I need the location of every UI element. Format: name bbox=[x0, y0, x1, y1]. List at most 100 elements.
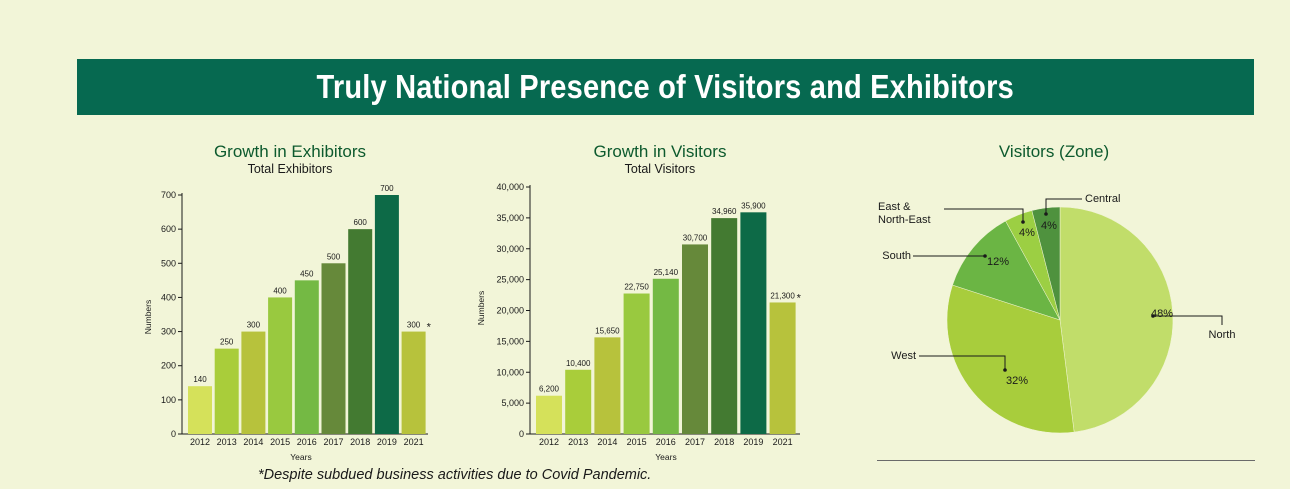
pie-legend-label-central: Central bbox=[1085, 193, 1120, 205]
visitors-bar-value-label: 22,750 bbox=[624, 283, 649, 292]
exhibitors-y-tick-label: 700 bbox=[161, 190, 176, 200]
pie-leader-dot-west bbox=[1003, 368, 1007, 372]
exhibitors-x-tick-label: 2012 bbox=[190, 437, 210, 447]
visitors-bar-value-label: 35,900 bbox=[741, 201, 766, 210]
visitors-x-tick-label: 2016 bbox=[656, 437, 676, 447]
exhibitors-y-tick-label: 0 bbox=[171, 429, 176, 439]
visitors-bar-value-label: 21,300 bbox=[770, 291, 795, 300]
exhibitors-x-tick-label: 2021 bbox=[404, 437, 424, 447]
exhibitors-bar bbox=[348, 229, 373, 434]
exhibitors-y-tick-label: 200 bbox=[161, 361, 176, 371]
exhibitors-x-tick-label: 2019 bbox=[377, 437, 397, 447]
visitors-x-tick-label: 2019 bbox=[743, 437, 763, 447]
exhibitors-bar-value-label: 400 bbox=[273, 286, 287, 295]
visitors-y-tick-label: 25,000 bbox=[496, 275, 524, 285]
visitors-y-tick-label: 20,000 bbox=[496, 306, 524, 316]
visitors-bar-value-label: 6,200 bbox=[539, 385, 560, 394]
visitors-bar bbox=[769, 302, 796, 434]
exhibitors-bar bbox=[374, 195, 399, 434]
visitors-bar bbox=[536, 395, 562, 434]
exhibitors-x-tick-label: 2018 bbox=[350, 437, 370, 447]
pie-leader-line-north bbox=[1153, 315, 1223, 325]
visitors-bar-value-label: 25,140 bbox=[654, 268, 679, 277]
exhibitors-y-tick-label: 300 bbox=[161, 327, 176, 337]
pie-leader-dot-central bbox=[1044, 212, 1048, 216]
visitors-y-tick-label: 15,000 bbox=[496, 336, 524, 346]
exhibitors-y-tick-label: 500 bbox=[161, 258, 176, 268]
pie-legend-label-north: North bbox=[1209, 329, 1236, 341]
visitors-y-tick-label: 35,000 bbox=[496, 213, 524, 223]
pie-leader-line-east-north-east bbox=[944, 208, 1024, 222]
visitors-y-tick-label: 5,000 bbox=[501, 398, 524, 408]
exhibitors-y-tick-label: 400 bbox=[161, 292, 176, 302]
exhibitors-bar-value-label: 300 bbox=[407, 321, 421, 330]
exhibitors-bar-value-label: 250 bbox=[220, 338, 234, 347]
footnote: *Despite subdued business activities due… bbox=[258, 467, 652, 483]
visitors-y-tick-label: 30,000 bbox=[496, 244, 524, 254]
exhibitors-bar-value-label: 140 bbox=[193, 375, 207, 384]
visitors-x-tick-label: 2021 bbox=[773, 437, 793, 447]
exhibitors-bar-value-label: 500 bbox=[327, 252, 341, 261]
pie-legend-label-east-north-east: North-East bbox=[878, 214, 931, 226]
exhibitors-x-tick-label: 2015 bbox=[270, 437, 290, 447]
exhibitors-bar bbox=[188, 386, 212, 434]
visitors-x-tick-label: 2012 bbox=[539, 437, 559, 447]
visitors-bar bbox=[682, 244, 708, 434]
pie-leader-line-west bbox=[919, 355, 1006, 370]
exhibitors-x-tick-label: 2017 bbox=[323, 437, 343, 447]
visitors-bar bbox=[623, 293, 650, 434]
pie-slice-south bbox=[952, 220, 1061, 321]
visitors-bar bbox=[565, 369, 592, 434]
visitors-bar-value-label: 30,700 bbox=[683, 233, 708, 242]
exhibitors-bar-value-label: 600 bbox=[354, 218, 368, 227]
exhibitors-bar-value-label: 700 bbox=[380, 184, 394, 193]
pie-leader-dot-north bbox=[1151, 314, 1155, 318]
visitors-bar bbox=[711, 218, 738, 434]
exhibitors-y-axis-title: Numbers bbox=[143, 300, 153, 334]
exhibitors-bar bbox=[401, 331, 426, 434]
visitors-bar-value-label: 34,960 bbox=[712, 207, 737, 216]
pie-percent-label-west: 32% bbox=[1006, 375, 1028, 387]
exhibitors-chart-subtitle: Total Exhibitors bbox=[247, 162, 333, 176]
visitors-bar bbox=[740, 212, 767, 434]
pie-legend-label-east-north-east: East & bbox=[878, 201, 911, 213]
exhibitors-bar-value-label: 300 bbox=[247, 321, 261, 330]
exhibitors-y-tick-label: 100 bbox=[161, 395, 176, 405]
visitors-x-tick-label: 2015 bbox=[627, 437, 647, 447]
visitors-x-tick-label: 2014 bbox=[597, 437, 617, 447]
visitors-asterisk-marker: * bbox=[797, 292, 802, 304]
visitors-chart-title: Growth in Visitors bbox=[593, 142, 727, 161]
visitors-y-tick-label: 0 bbox=[519, 429, 524, 439]
exhibitors-y-tick-label: 600 bbox=[161, 224, 176, 234]
divider-line bbox=[877, 460, 1255, 461]
pie-percent-label-north: 48% bbox=[1151, 308, 1173, 320]
exhibitors-bar bbox=[241, 331, 266, 434]
exhibitors-x-tick-label: 2016 bbox=[297, 437, 317, 447]
visitors-x-axis-title: Years bbox=[655, 452, 676, 462]
pie-legend-label-west: West bbox=[891, 350, 916, 362]
visitors-x-tick-label: 2013 bbox=[568, 437, 588, 447]
visitors-x-tick-label: 2018 bbox=[714, 437, 734, 447]
visitors-y-tick-label: 40,000 bbox=[496, 182, 524, 192]
exhibitors-bar bbox=[268, 297, 293, 434]
page-title: Truly National Presence of Visitors and … bbox=[316, 68, 1015, 105]
exhibitors-x-tick-label: 2013 bbox=[217, 437, 237, 447]
pie-percent-label-central: 4% bbox=[1041, 220, 1057, 232]
pie-percent-label-south: 12% bbox=[987, 256, 1009, 268]
visitors-chart-subtitle: Total Visitors bbox=[624, 162, 696, 176]
exhibitors-bar bbox=[214, 348, 239, 434]
pie-leader-dot-east-north-east bbox=[1021, 220, 1025, 224]
pie-percent-label-east-north-east: 4% bbox=[1019, 227, 1035, 239]
pie-leader-dot-south bbox=[983, 254, 987, 258]
exhibitors-x-axis-title: Years bbox=[290, 452, 311, 462]
visitors-y-tick-label: 10,000 bbox=[496, 367, 524, 377]
exhibitors-bar bbox=[294, 280, 319, 434]
pie-slice-north bbox=[1059, 206, 1174, 433]
exhibitors-x-tick-label: 2014 bbox=[243, 437, 263, 447]
pie-leader-line-central bbox=[1045, 198, 1082, 214]
visitors-y-axis-title: Numbers bbox=[476, 291, 486, 325]
title-banner: Truly National Presence of Visitors and … bbox=[77, 59, 1254, 115]
zone-chart-title: Visitors (Zone) bbox=[998, 142, 1110, 161]
visitors-x-tick-label: 2017 bbox=[685, 437, 705, 447]
